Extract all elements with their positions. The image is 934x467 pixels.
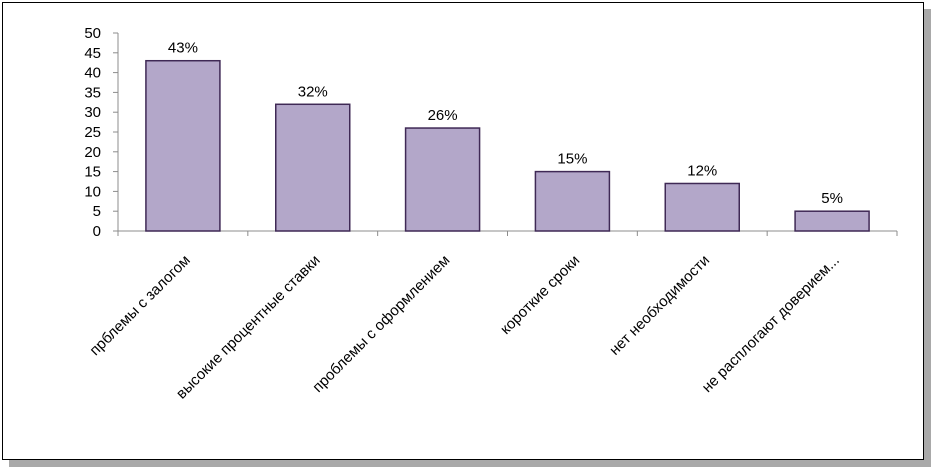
category-label: проблемы с оформлением [309, 252, 453, 396]
category-label: высокие процентные ставки [173, 252, 324, 403]
category-label: пpблемы с залогом [86, 252, 193, 359]
y-tick-label: 40 [84, 65, 101, 82]
data-label: 32% [298, 83, 328, 100]
y-tick-label: 30 [84, 104, 101, 121]
y-tick-label: 50 [84, 25, 101, 42]
y-tick-label: 10 [84, 183, 101, 200]
bar [794, 210, 870, 232]
data-label: 5% [821, 190, 843, 207]
y-tick-label: 45 [84, 45, 101, 62]
y-tick-label: 25 [84, 124, 101, 141]
data-label: 43% [168, 40, 198, 57]
y-tick-label: 20 [84, 144, 101, 161]
data-label: 12% [687, 162, 717, 179]
category-label: нет необходимости [606, 252, 713, 359]
bar [534, 170, 611, 232]
category-label: не расплогают доверием... [699, 252, 843, 396]
y-axis: 0 5 10 15 20 25 30 35 40 45 50 [84, 25, 898, 240]
category-label: короткие сроки [497, 252, 583, 338]
y-tick-label: 5 [93, 203, 101, 220]
y-tick-label: 15 [84, 164, 101, 181]
y-tick-label: 35 [84, 84, 101, 101]
y-tick-label: 0 [93, 223, 101, 240]
bars [145, 59, 870, 232]
bar [145, 59, 221, 232]
bar [275, 103, 351, 232]
data-label: 26% [428, 107, 458, 124]
data-labels: 43% 32% 26% 15% 12% 5% [168, 40, 843, 207]
data-label: 15% [557, 151, 587, 168]
bar [404, 127, 481, 232]
bar [664, 182, 740, 232]
